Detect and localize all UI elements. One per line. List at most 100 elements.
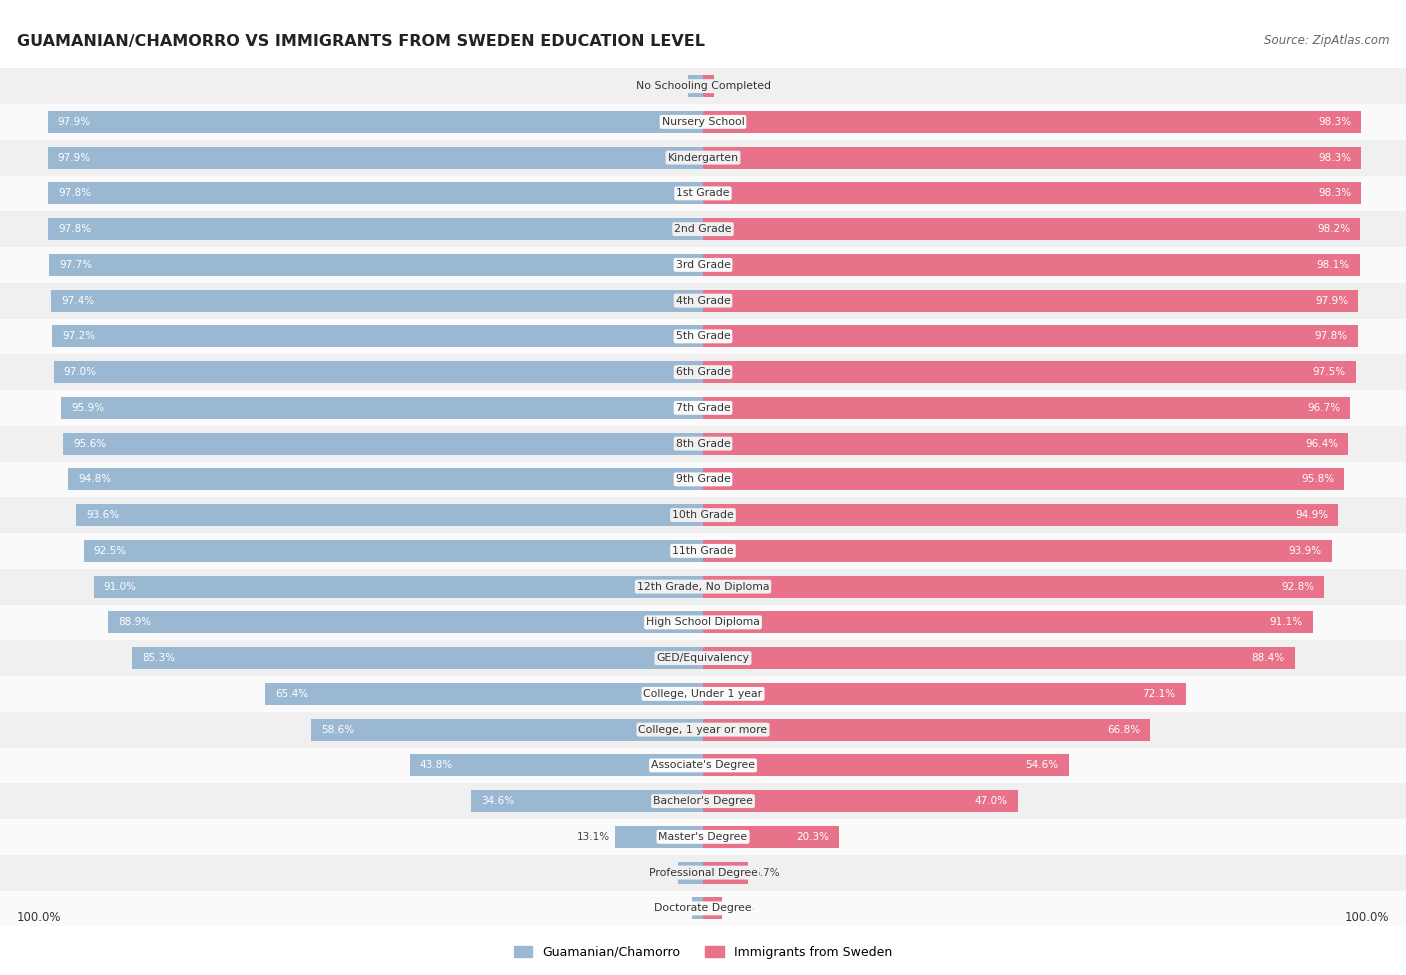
FancyBboxPatch shape <box>0 461 1406 497</box>
Bar <box>703 540 1331 562</box>
Text: Associate's Degree: Associate's Degree <box>651 760 755 770</box>
Bar <box>616 826 703 848</box>
Bar <box>703 790 1018 812</box>
Text: 97.9%: 97.9% <box>58 117 91 127</box>
Text: 3.8%: 3.8% <box>645 868 672 878</box>
FancyBboxPatch shape <box>0 712 1406 748</box>
Text: 91.1%: 91.1% <box>1270 617 1303 627</box>
Text: Source: ZipAtlas.com: Source: ZipAtlas.com <box>1264 34 1389 47</box>
Text: 96.7%: 96.7% <box>1308 403 1340 412</box>
Text: 1st Grade: 1st Grade <box>676 188 730 198</box>
Bar <box>48 146 703 169</box>
Bar <box>703 111 1361 133</box>
Text: College, Under 1 year: College, Under 1 year <box>644 689 762 699</box>
Text: GED/Equivalency: GED/Equivalency <box>657 653 749 663</box>
Bar <box>471 790 703 812</box>
Text: 91.0%: 91.0% <box>104 582 136 592</box>
Bar <box>703 433 1348 454</box>
Bar <box>703 647 1295 669</box>
Text: 92.8%: 92.8% <box>1281 582 1315 592</box>
Bar <box>703 146 1361 169</box>
Text: 97.9%: 97.9% <box>58 153 91 163</box>
Text: College, 1 year or more: College, 1 year or more <box>638 724 768 734</box>
Text: 97.0%: 97.0% <box>63 368 97 377</box>
FancyBboxPatch shape <box>0 426 1406 461</box>
Bar <box>703 826 839 848</box>
Text: 6th Grade: 6th Grade <box>676 368 730 377</box>
Bar <box>53 361 703 383</box>
Bar <box>703 862 748 883</box>
Bar <box>49 254 703 276</box>
Text: 6.7%: 6.7% <box>754 868 780 878</box>
Text: 43.8%: 43.8% <box>420 760 453 770</box>
Text: 98.3%: 98.3% <box>1317 117 1351 127</box>
Text: 92.5%: 92.5% <box>94 546 127 556</box>
Bar <box>63 433 703 454</box>
Text: 97.5%: 97.5% <box>1313 368 1346 377</box>
Bar <box>76 504 703 526</box>
Text: High School Diploma: High School Diploma <box>647 617 759 627</box>
Bar <box>703 682 1185 705</box>
Text: 97.4%: 97.4% <box>60 295 94 305</box>
Bar <box>703 468 1344 490</box>
Text: 93.9%: 93.9% <box>1288 546 1322 556</box>
Bar <box>703 504 1339 526</box>
Text: GUAMANIAN/CHAMORRO VS IMMIGRANTS FROM SWEDEN EDUCATION LEVEL: GUAMANIAN/CHAMORRO VS IMMIGRANTS FROM SW… <box>17 34 704 49</box>
Text: 100.0%: 100.0% <box>17 912 62 924</box>
FancyBboxPatch shape <box>0 819 1406 855</box>
FancyBboxPatch shape <box>0 783 1406 819</box>
Text: 97.9%: 97.9% <box>1315 295 1348 305</box>
Bar <box>60 397 703 419</box>
Text: Professional Degree: Professional Degree <box>648 868 758 878</box>
Text: 97.8%: 97.8% <box>58 224 91 234</box>
Text: 94.8%: 94.8% <box>79 475 111 485</box>
Text: 97.2%: 97.2% <box>62 332 96 341</box>
Text: Master's Degree: Master's Degree <box>658 832 748 841</box>
Text: 96.4%: 96.4% <box>1305 439 1339 448</box>
Bar <box>703 254 1360 276</box>
Text: 2.2%: 2.2% <box>657 81 683 91</box>
Text: 98.2%: 98.2% <box>1317 224 1350 234</box>
Text: 34.6%: 34.6% <box>481 797 515 806</box>
Bar <box>703 897 723 919</box>
FancyBboxPatch shape <box>0 604 1406 641</box>
Text: 1.7%: 1.7% <box>720 81 747 91</box>
Text: 98.3%: 98.3% <box>1317 188 1351 198</box>
Text: No Schooling Completed: No Schooling Completed <box>636 81 770 91</box>
FancyBboxPatch shape <box>0 390 1406 426</box>
Text: Nursery School: Nursery School <box>662 117 744 127</box>
FancyBboxPatch shape <box>0 283 1406 319</box>
Bar <box>703 290 1358 312</box>
FancyBboxPatch shape <box>0 176 1406 212</box>
Text: 11th Grade: 11th Grade <box>672 546 734 556</box>
Text: 3rd Grade: 3rd Grade <box>675 260 731 270</box>
FancyBboxPatch shape <box>0 139 1406 176</box>
Bar <box>266 682 703 705</box>
Text: 97.8%: 97.8% <box>58 188 91 198</box>
Text: 8th Grade: 8th Grade <box>676 439 730 448</box>
Bar <box>311 719 703 741</box>
Bar <box>52 326 703 347</box>
Legend: Guamanian/Chamorro, Immigrants from Sweden: Guamanian/Chamorro, Immigrants from Swed… <box>509 941 897 964</box>
Text: 58.6%: 58.6% <box>321 724 354 734</box>
FancyBboxPatch shape <box>0 354 1406 390</box>
Bar <box>108 611 703 634</box>
Bar <box>703 218 1361 240</box>
FancyBboxPatch shape <box>0 497 1406 533</box>
Text: 20.3%: 20.3% <box>796 832 830 841</box>
Bar <box>703 397 1350 419</box>
Bar <box>48 218 703 240</box>
Bar <box>689 75 703 98</box>
Text: 5th Grade: 5th Grade <box>676 332 730 341</box>
Text: 47.0%: 47.0% <box>974 797 1008 806</box>
Text: 94.9%: 94.9% <box>1295 510 1329 520</box>
Bar <box>94 575 703 598</box>
Text: 66.8%: 66.8% <box>1107 724 1140 734</box>
Text: 85.3%: 85.3% <box>142 653 176 663</box>
FancyBboxPatch shape <box>0 104 1406 139</box>
Text: 88.4%: 88.4% <box>1251 653 1285 663</box>
FancyBboxPatch shape <box>0 247 1406 283</box>
Text: 9th Grade: 9th Grade <box>676 475 730 485</box>
Text: 95.9%: 95.9% <box>70 403 104 412</box>
Text: 65.4%: 65.4% <box>276 689 308 699</box>
